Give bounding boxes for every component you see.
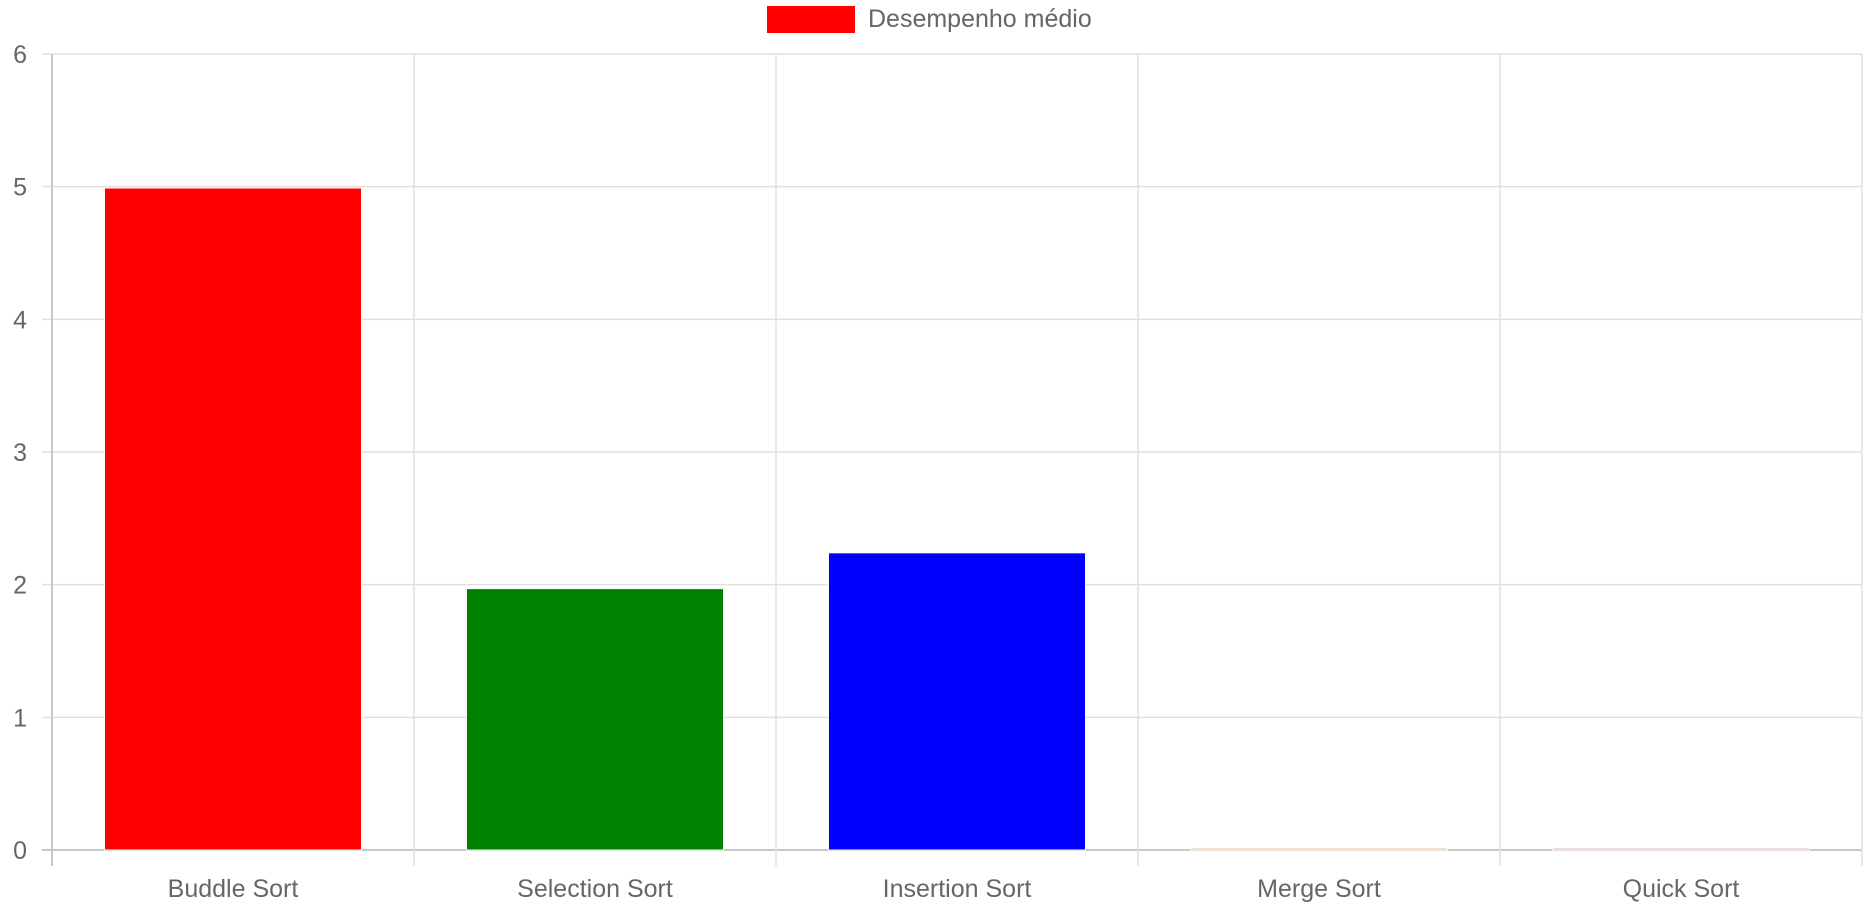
bar-merge-sort[interactable] [1189,847,1449,851]
x-tick-label: Selection Sort [517,875,673,903]
legend-swatch[interactable] [767,6,855,33]
x-tick-label: Buddle Sort [168,875,299,903]
y-tick-label: 2 [13,572,27,600]
bars [103,187,1811,851]
y-tick-label: 5 [13,174,27,202]
y-tick-label: 4 [13,306,27,334]
y-tick-label: 3 [13,439,27,467]
legend[interactable]: Desempenho médio [767,5,1092,33]
bar-buddle-sort[interactable] [103,187,363,851]
bar-selection-sort[interactable] [465,588,725,851]
y-tick-label: 1 [13,704,27,732]
bar-insertion-sort[interactable] [827,552,1087,851]
y-tick-label: 6 [13,41,27,69]
x-tick-label: Quick Sort [1623,875,1740,903]
axes: 0 1 2 3 4 5 6 Buddle Sort Selection Sort Insertio… [13,41,1739,903]
x-tick-label: Insertion Sort [883,875,1032,903]
x-tick-label: Merge Sort [1257,875,1381,903]
y-tick-label: 0 [13,837,27,865]
legend-label[interactable]: Desempenho médio [868,5,1092,33]
bar-quick-sort[interactable] [1551,847,1811,851]
